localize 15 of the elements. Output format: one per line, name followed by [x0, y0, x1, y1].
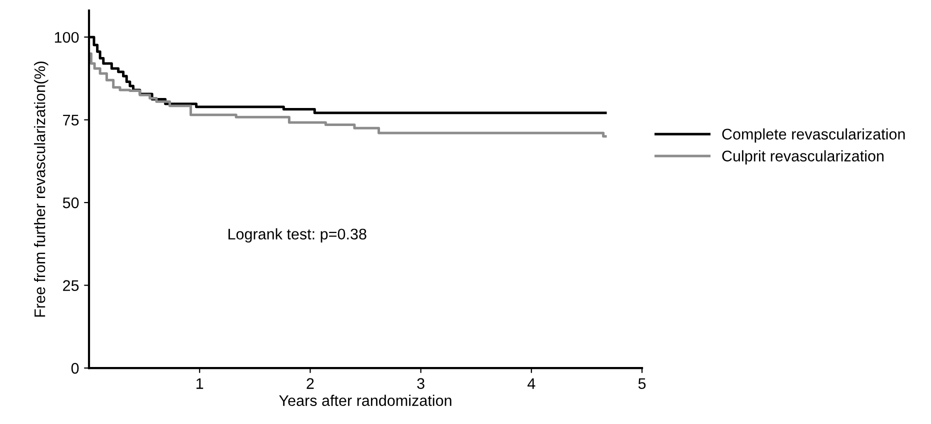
x-tick-label: 1: [196, 378, 204, 389]
y-tick-label: 25: [63, 280, 79, 291]
y-axis-title: Free from further revascularization(%): [34, 62, 48, 317]
x-tick-label: 3: [417, 378, 424, 389]
y-tick-label: 50: [62, 197, 79, 208]
y-tick-label: 100: [54, 32, 79, 43]
y-tick-label: 0: [71, 362, 79, 374]
x-tick-label: 4: [528, 378, 536, 389]
legend-label: Complete revascularization: [722, 128, 905, 143]
x-axis-title: Years after randomization: [279, 394, 452, 406]
y-tick-label: 75: [63, 114, 79, 126]
legend-label: Culprit revascularization: [722, 150, 884, 164]
x-tick-label: 2: [306, 378, 314, 389]
annotation: Logrank test: p=0.38: [228, 228, 366, 243]
x-tick-label: 5: [638, 378, 646, 389]
